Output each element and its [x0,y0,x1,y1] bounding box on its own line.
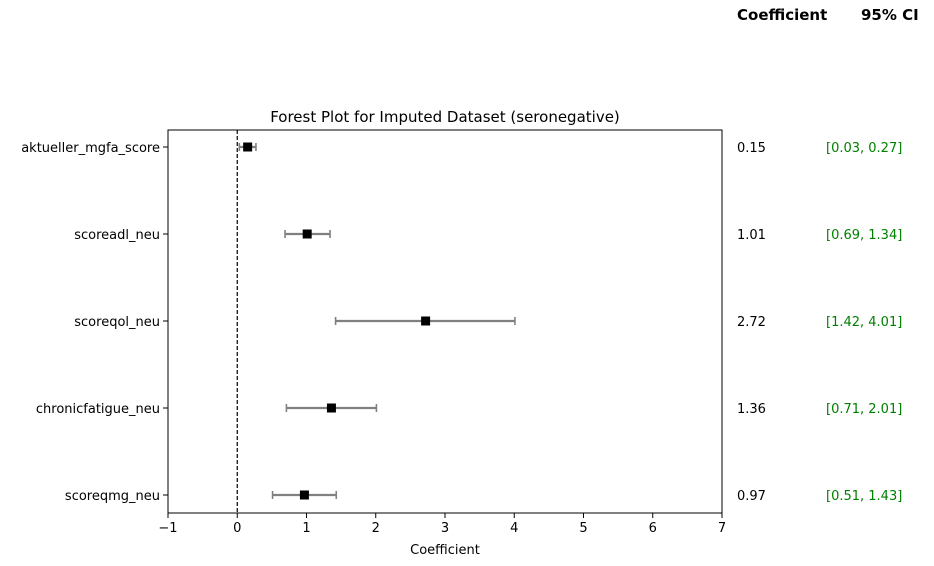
ci-value-label: [0.71, 2.01] [826,402,902,417]
coef-value-label: 2.72 [737,315,766,330]
x-tick-label: 1 [302,521,310,536]
coef-marker [326,403,336,413]
coef-value-label: 1.36 [737,402,766,417]
ci-value-label: [1.42, 4.01] [826,315,902,330]
x-tick-label: 0 [233,521,241,536]
coef-value-label: 1.01 [737,228,766,243]
x-tick-label: 6 [649,521,657,536]
coef-value-label: 0.15 [737,141,766,156]
coef-value-label: 0.97 [737,489,766,504]
y-tick-label: scoreqmg_neu [65,489,160,504]
y-tick-label: scoreqol_neu [74,315,160,330]
y-tick-label: chronicfatigue_neu [36,402,160,417]
chart-title: Forest Plot for Imputed Dataset (seroneg… [270,108,620,126]
ci-value-label: [0.03, 0.27] [826,141,902,156]
ci-value-label: [0.69, 1.34] [826,228,902,243]
x-tick-label: 5 [579,521,587,536]
coef-marker [421,316,431,326]
y-tick-label: aktueller_mgfa_score [21,141,160,156]
coef-marker [243,142,253,152]
x-axis-label: Coefficient [410,543,480,558]
coefficient-column-header: Coefficient [737,6,828,24]
ci-column-header: 95% CI [861,6,919,24]
y-tick-label: scoreadl_neu [74,228,160,243]
x-tick-label: 4 [510,521,518,536]
coef-marker [299,490,309,500]
coef-marker [302,229,312,239]
x-tick-label: −1 [158,521,177,536]
x-tick-label: 2 [372,521,380,536]
ci-value-label: [0.51, 1.43] [826,489,902,504]
x-tick-label: 7 [718,521,726,536]
x-tick-label: 3 [441,521,449,536]
